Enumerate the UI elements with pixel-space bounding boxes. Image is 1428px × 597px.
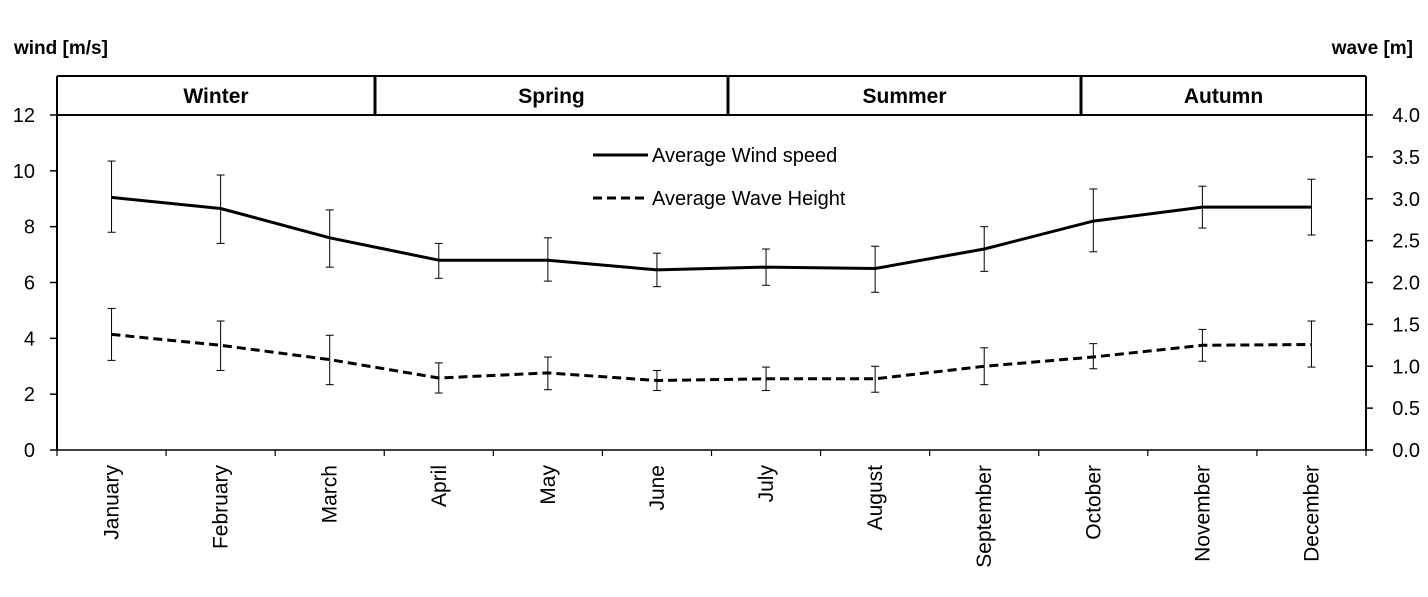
right-tick-label: 4.0 [1392, 105, 1420, 127]
month-label-june: June [646, 465, 669, 511]
right-tick-label: 1.5 [1392, 314, 1420, 336]
left-tick-label: 12 [13, 105, 35, 127]
month-label-january: January [101, 465, 124, 540]
legend-label-wave: Average Wave Height [652, 188, 846, 210]
left-tick-label: 0 [24, 440, 35, 462]
month-label-july: July [755, 465, 778, 503]
x-axis-ticks: January February March April May June July Augu… [56, 450, 1367, 568]
right-axis-title: wave [m] [1331, 38, 1413, 59]
right-tick-label: 2.0 [1392, 273, 1420, 295]
right-tick-label: 3.5 [1392, 147, 1420, 169]
left-tick-label: 8 [24, 217, 35, 239]
right-tick-label: 0.5 [1392, 398, 1420, 420]
season-header: Winter Spring Summer Autumn [56, 75, 1367, 115]
left-tick-label: 6 [24, 273, 35, 295]
series-lines [111, 195, 1312, 382]
month-label-november: November [1191, 465, 1214, 562]
season-label-summer: Summer [862, 85, 946, 108]
month-label-october: October [1082, 465, 1105, 540]
wave-series-line [111, 332, 1312, 382]
month-label-may: May [537, 465, 560, 505]
season-label-winter: Winter [183, 85, 248, 108]
legend-label-wind: Average Wind speed [652, 145, 837, 167]
season-label-autumn: Autumn [1184, 85, 1263, 108]
month-label-august: August [864, 465, 887, 531]
season-label-spring: Spring [518, 85, 585, 108]
right-axis-ticks: 0.0 0.5 1.0 1.5 2.0 2.5 3.0 3.5 4.0 [1366, 105, 1420, 462]
month-label-march: March [319, 465, 342, 523]
left-axis-ticks: 0 2 4 6 8 10 12 [13, 105, 57, 462]
right-tick-label: 0.0 [1392, 440, 1420, 462]
wind-series-line [111, 195, 1312, 272]
left-axis-title: wind [m/s] [13, 38, 108, 59]
left-tick-label: 2 [24, 384, 35, 406]
month-label-february: February [210, 465, 233, 550]
right-tick-label: 1.0 [1392, 356, 1420, 378]
month-label-september: September [973, 465, 996, 568]
legend: Average Wind speed Average Wave Height [593, 145, 846, 210]
left-tick-label: 4 [24, 328, 35, 350]
left-tick-label: 10 [13, 161, 35, 183]
right-tick-label: 2.5 [1392, 231, 1420, 253]
right-tick-label: 3.0 [1392, 189, 1420, 211]
month-label-april: April [428, 465, 451, 507]
month-label-december: December [1300, 465, 1323, 562]
